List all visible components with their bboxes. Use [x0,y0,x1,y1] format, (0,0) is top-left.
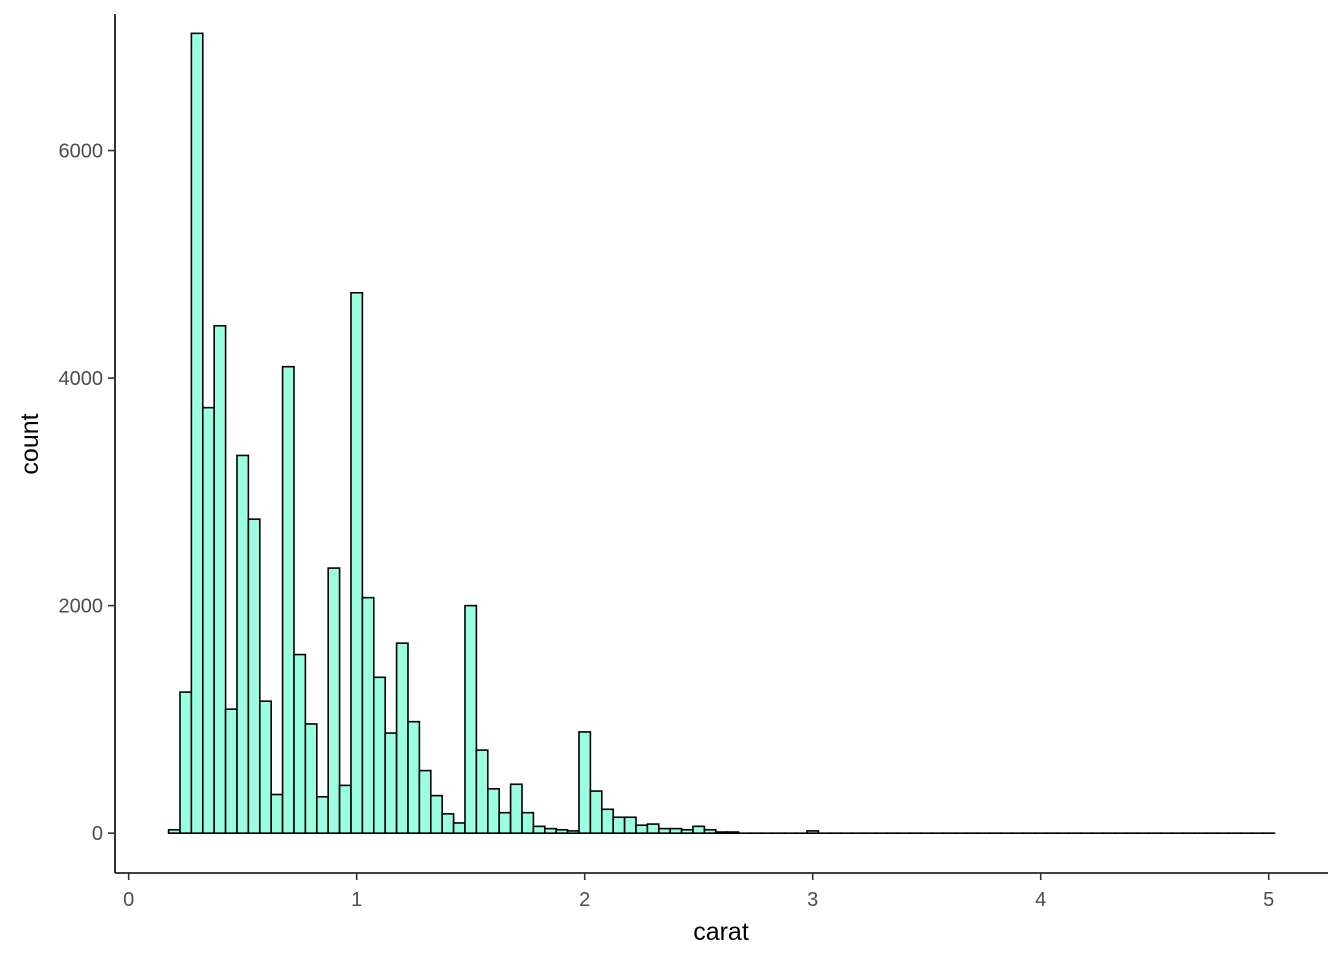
histogram-bar [327,567,341,834]
x-tick-label: 4 [1035,889,1046,911]
y-axis-ticks: 0 2000 4000 6000 [59,141,115,845]
histogram-bar [293,653,307,834]
histogram-bar [806,830,820,834]
histogram-bars [167,32,1276,834]
histogram-bar [429,794,443,834]
histogram-bar [213,324,227,834]
x-tick-label: 3 [807,889,818,911]
histogram-bar [395,642,409,834]
histogram-bar [167,828,181,834]
histogram-bar [726,831,740,834]
histogram-bar [669,827,683,834]
histogram-bar [566,830,580,834]
histogram-bar [452,822,466,834]
histogram-bar [521,811,535,834]
histogram-bar [612,816,626,834]
histogram-bar [384,732,398,834]
x-axis-ticks: 0 1 2 3 4 5 [123,873,1274,911]
histogram-bar [179,691,193,834]
histogram-bar [236,454,250,834]
x-tick-label: 2 [579,889,590,911]
histogram-bar [589,790,603,834]
histogram-bar [247,518,261,834]
histogram-bar [532,825,546,834]
y-tick-label: 0 [92,823,103,845]
histogram-bar [224,708,238,834]
histogram-bar [270,793,284,834]
histogram-bar [475,749,489,834]
histogram-bar [680,828,694,834]
histogram-bar [361,596,375,834]
histogram-bar [190,32,204,834]
histogram-bar [498,811,512,834]
histogram-bar [201,406,215,834]
histogram-bar [464,604,478,834]
x-tick-label: 0 [123,889,134,911]
histogram-bar [578,731,592,834]
x-tick-label: 5 [1263,889,1274,911]
histogram-bar [692,825,706,834]
x-axis-title: carat [693,918,749,946]
y-tick-label: 4000 [59,368,104,390]
histogram-bar [304,723,318,834]
histogram-bar [350,291,364,834]
y-tick-label: 6000 [59,141,104,163]
histogram-bar [372,676,386,834]
histogram-bar [543,827,557,834]
histogram-bar [418,769,432,834]
histogram-bar [657,827,671,834]
histogram-bar [338,784,352,834]
histogram-bar [509,783,523,834]
histogram-bar [635,824,649,834]
histogram-bar [315,795,329,834]
y-axis-title: count [16,413,44,474]
histogram-bar [441,813,455,834]
histogram-bar [703,828,717,834]
histogram-bar [486,788,500,834]
histogram-bar [714,831,729,834]
histogram-bar [600,808,614,834]
histogram-bar [623,816,637,834]
y-tick-label: 2000 [59,596,104,618]
histogram-bar [646,823,660,834]
histogram-bar [407,720,421,834]
histogram-bar [555,828,569,834]
histogram-bar [258,700,272,834]
histogram-bar [281,365,295,834]
x-tick-label: 1 [351,889,362,911]
